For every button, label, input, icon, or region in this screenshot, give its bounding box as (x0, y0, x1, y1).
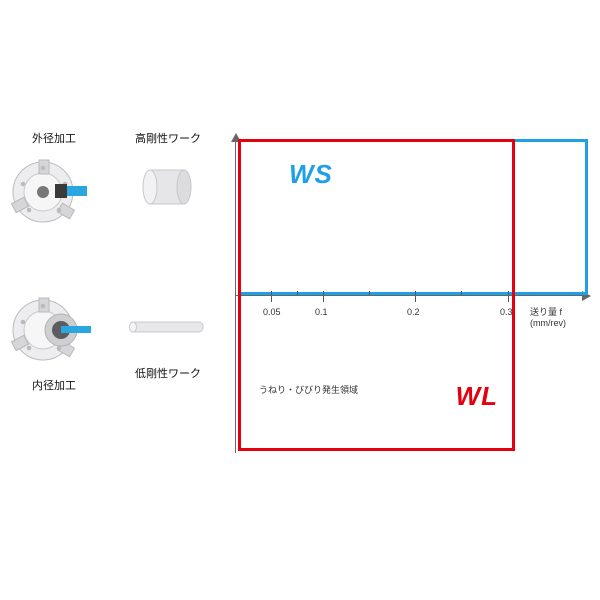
minor-mark (297, 291, 298, 295)
minor-mark (461, 291, 462, 295)
work-high-rigidity-icon (128, 150, 208, 220)
label-low-rigidity: 低剛性ワーク (118, 365, 218, 381)
cell-internal-turning: 内径加工 (4, 290, 104, 397)
tick-label: 0.2 (407, 307, 420, 317)
chart-note: うねり・びびり発生領域 (259, 383, 358, 396)
tick-label: 0.1 (315, 307, 328, 317)
minor-mark (323, 291, 324, 295)
minor-mark (271, 291, 272, 295)
tick-mark (508, 296, 509, 302)
cell-external-turning: 外径加工 (4, 130, 104, 233)
chuck-external-icon (9, 150, 99, 230)
label-internal: 内径加工 (4, 377, 104, 393)
axis-y (235, 141, 236, 453)
minor-mark (508, 291, 509, 295)
tick-label: 0.3 (500, 307, 513, 317)
tick-label: 0.05 (263, 307, 281, 317)
label-wl: WL (456, 381, 498, 412)
chuck-internal-icon (9, 290, 99, 372)
label-external: 外径加工 (4, 130, 104, 146)
tick-mark (271, 296, 272, 302)
label-high-rigidity: 高剛性ワーク (118, 130, 218, 146)
cell-low-rigidity: 低剛性ワーク (118, 290, 218, 385)
diagram-root: 外径加工 高剛性ワーク (0, 0, 600, 600)
work-low-rigidity-icon (123, 290, 213, 360)
cell-high-rigidity: 高剛性ワーク (118, 130, 218, 223)
feed-chart: WS WL 送り量 f (mm/rev) うねり・びびり発生領域 0.050.1… (235, 135, 590, 455)
axis-x-title: 送り量 f (mm/rev) (530, 305, 590, 328)
tick-mark (323, 296, 324, 302)
tick-mark (415, 296, 416, 302)
minor-mark (415, 291, 416, 295)
minor-mark (369, 291, 370, 295)
